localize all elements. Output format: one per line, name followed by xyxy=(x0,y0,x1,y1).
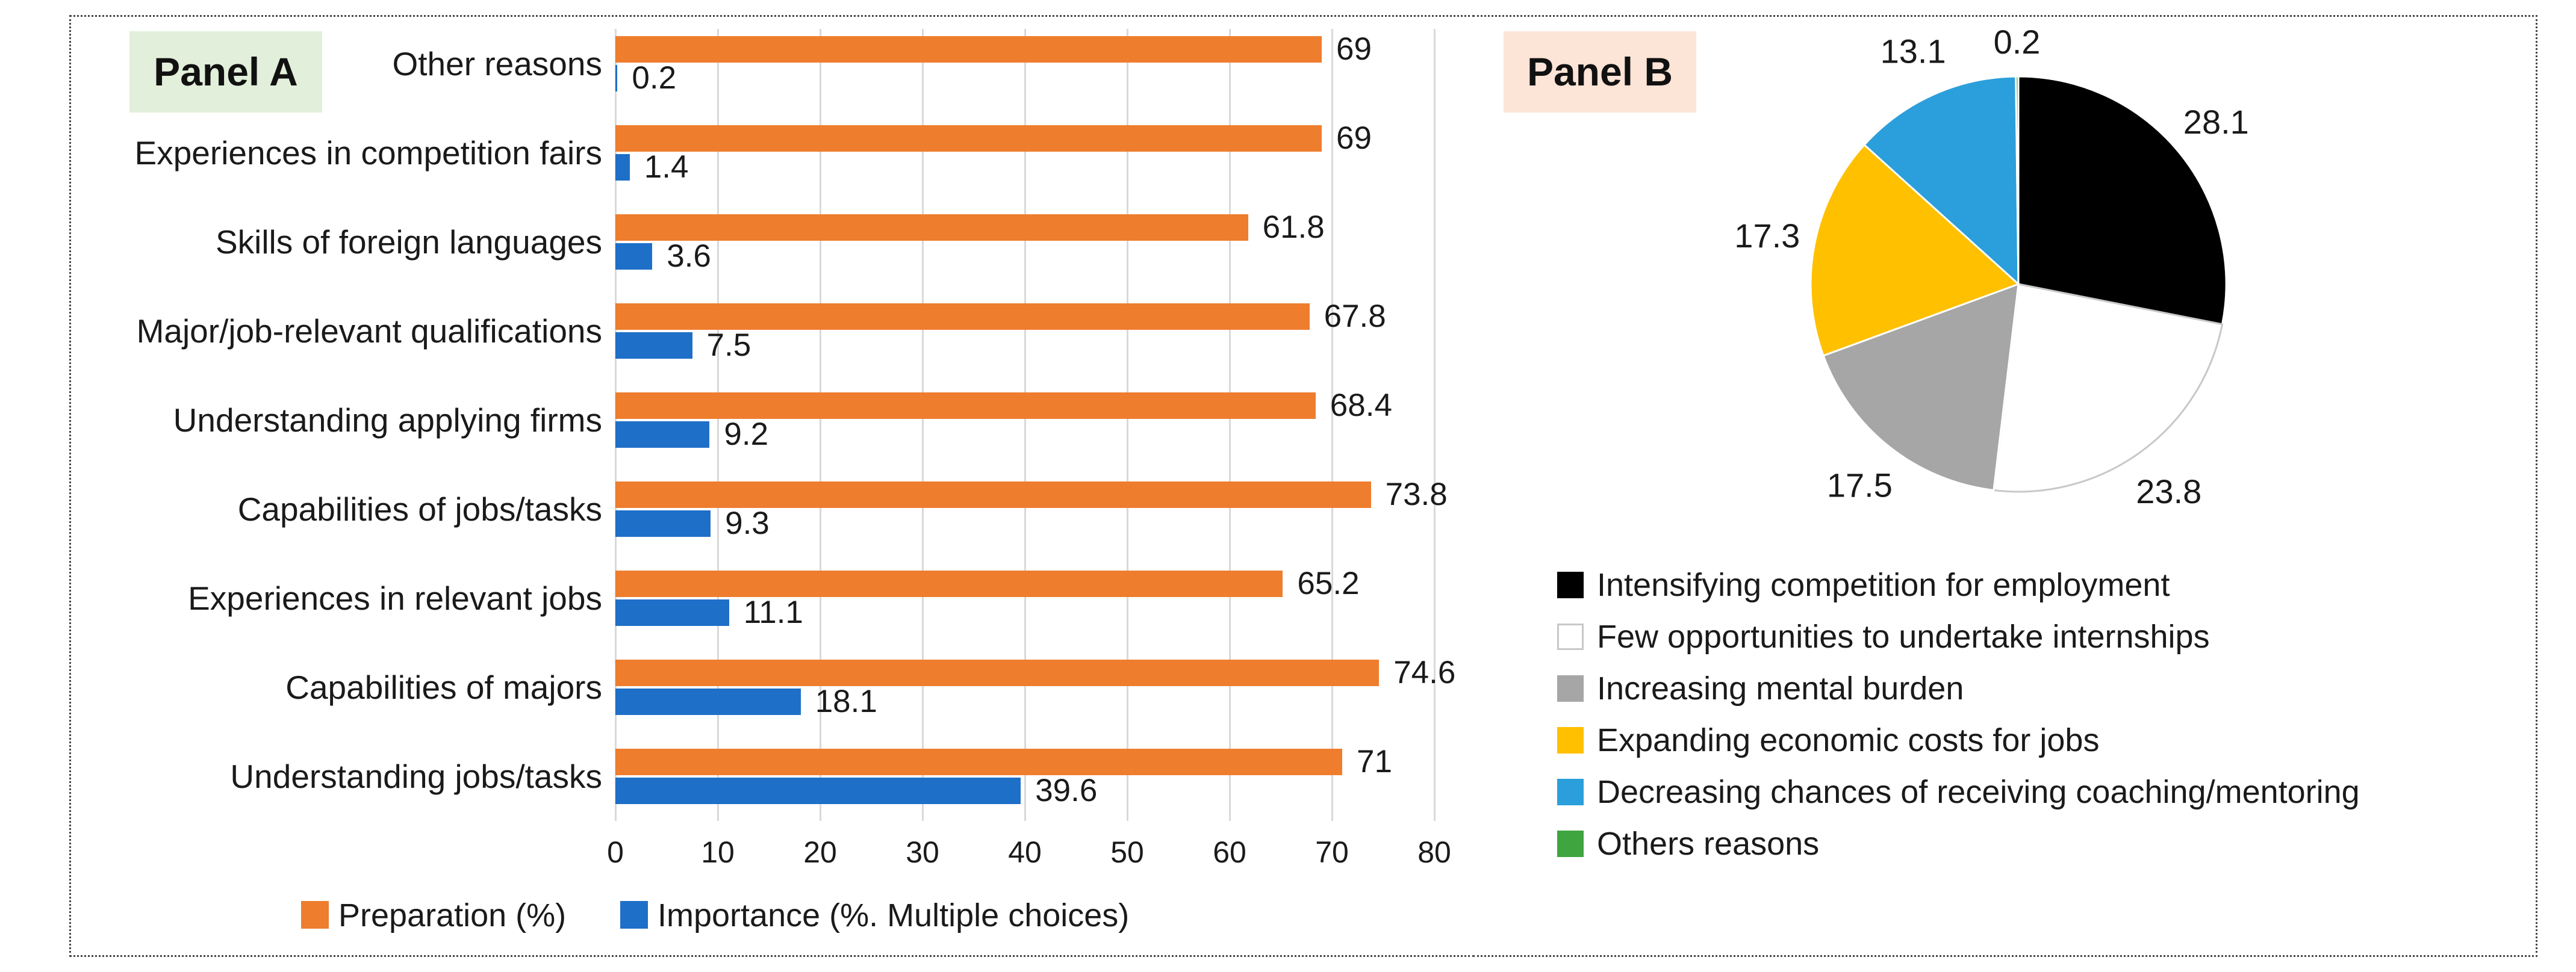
bar-category-label: Capabilities of jobs/tasks xyxy=(237,491,602,528)
preparation-value-label: 69 xyxy=(1336,31,1372,67)
bar-category-label: Experiences in relevant jobs xyxy=(188,580,602,617)
importance-value-label: 39.6 xyxy=(1035,773,1098,808)
bar-category-label: Other reasons xyxy=(392,45,602,82)
importance-value-label: 11.1 xyxy=(743,595,803,630)
preparation-value-label: 71 xyxy=(1357,744,1392,779)
legend-label: Importance (%. Multiple choices) xyxy=(658,897,1130,933)
bar-category-label: Major/job-relevant qualifications xyxy=(136,312,602,350)
legend-label: Expanding economic costs for jobs xyxy=(1597,722,2100,758)
x-axis-tick-label: 0 xyxy=(607,835,624,869)
importance-value-label: 0.2 xyxy=(632,60,677,96)
pie-chart: 28.1 23.8 17.5 17.3 13.1 0.2 xyxy=(1734,23,2249,510)
legend-swatch xyxy=(1557,572,1584,598)
bar-category-label: Experiences in competition fairs xyxy=(134,134,602,172)
importance-value-label: 1.4 xyxy=(644,149,689,185)
legend-label: Decreasing chances of receiving coaching… xyxy=(1597,774,2360,810)
preparation-value-label: 68.4 xyxy=(1330,388,1392,423)
preparation-value-label: 69 xyxy=(1336,120,1372,156)
preparation-bar xyxy=(615,303,1310,330)
importance-bar xyxy=(615,778,1021,804)
pie-value-label: 28.1 xyxy=(2183,103,2249,141)
gridline xyxy=(1331,29,1333,821)
legend-label: Preparation (%) xyxy=(338,897,567,933)
legend-swatch xyxy=(1557,624,1584,650)
x-axis-tick-label: 60 xyxy=(1213,835,1246,869)
legend-swatch xyxy=(1557,779,1584,805)
pie-value-label: 17.3 xyxy=(1734,217,1800,255)
pie-slice xyxy=(2015,75,2020,285)
legend-label: Few opportunities to undertake internshi… xyxy=(1597,619,2210,655)
importance-bar xyxy=(615,332,692,359)
gridline xyxy=(1434,29,1436,821)
gridline xyxy=(922,29,924,821)
importance-value-label: 7.5 xyxy=(706,327,751,363)
preparation-bar xyxy=(615,749,1342,775)
gridline xyxy=(1229,29,1231,821)
x-axis-tick-label: 50 xyxy=(1110,835,1144,869)
pie-value-label: 13.1 xyxy=(1881,33,1946,70)
gridline xyxy=(1024,29,1026,821)
bar-category-label: Skills of foreign languages xyxy=(215,223,602,261)
gridline xyxy=(1127,29,1128,821)
importance-bar xyxy=(615,689,801,715)
preparation-value-label: 61.8 xyxy=(1262,209,1325,245)
importance-bar xyxy=(615,510,711,537)
x-axis-tick-label: 40 xyxy=(1008,835,1042,869)
preparation-bar xyxy=(615,392,1316,419)
preparation-bar xyxy=(615,214,1248,241)
panel-b-title: Panel B xyxy=(1504,31,1696,113)
bar-category-label: Understanding jobs/tasks xyxy=(230,758,602,795)
legend-swatch xyxy=(301,901,329,929)
pie-value-label: 17.5 xyxy=(1827,466,1893,504)
pie-value-label: 0.2 xyxy=(1994,23,2041,61)
preparation-bar xyxy=(615,571,1283,597)
bar-category-label: Understanding applying firms xyxy=(173,401,602,439)
legend-label: Others reasons xyxy=(1597,826,1820,862)
gridline xyxy=(820,29,821,821)
pie-slice xyxy=(1822,282,2020,492)
importance-value-label: 18.1 xyxy=(815,684,877,719)
legend-swatch xyxy=(620,901,648,929)
x-axis-tick-label: 80 xyxy=(1417,835,1451,869)
legend-swatch xyxy=(1557,831,1584,857)
pie-slice xyxy=(1993,283,2224,493)
preparation-bar xyxy=(615,125,1322,152)
importance-value-label: 9.2 xyxy=(724,416,769,452)
importance-bar xyxy=(615,421,710,448)
legend-label: Increasing mental burden xyxy=(1597,670,1964,707)
preparation-value-label: 65.2 xyxy=(1297,566,1360,601)
importance-bar xyxy=(615,65,618,91)
importance-value-label: 9.3 xyxy=(725,506,770,541)
legend-swatch xyxy=(1557,675,1584,702)
preparation-value-label: 73.8 xyxy=(1385,477,1448,512)
preparation-value-label: 67.8 xyxy=(1324,299,1386,334)
preparation-bar xyxy=(615,660,1380,686)
preparation-value-label: 74.6 xyxy=(1393,655,1456,690)
gridline xyxy=(717,29,719,821)
pie-value-label: 23.8 xyxy=(2136,472,2201,510)
pie-slice xyxy=(1862,75,2020,286)
panel-a-title: Panel A xyxy=(129,31,322,113)
bar-category-label: Capabilities of majors xyxy=(285,669,602,706)
x-axis-tick-label: 20 xyxy=(803,835,837,869)
importance-bar xyxy=(615,154,630,181)
legend-swatch xyxy=(1557,727,1584,754)
importance-value-label: 3.6 xyxy=(667,238,711,274)
x-axis-tick-label: 70 xyxy=(1315,835,1349,869)
pie-slice xyxy=(1809,143,2020,357)
x-axis-tick-label: 10 xyxy=(701,835,735,869)
preparation-bar xyxy=(615,36,1322,63)
legend-label: Intensifying competition for employment xyxy=(1597,567,2170,603)
importance-bar xyxy=(615,599,729,626)
importance-bar xyxy=(615,243,653,270)
x-axis-tick-label: 30 xyxy=(906,835,939,869)
pie-slice xyxy=(2017,75,2227,326)
preparation-bar xyxy=(615,481,1371,508)
